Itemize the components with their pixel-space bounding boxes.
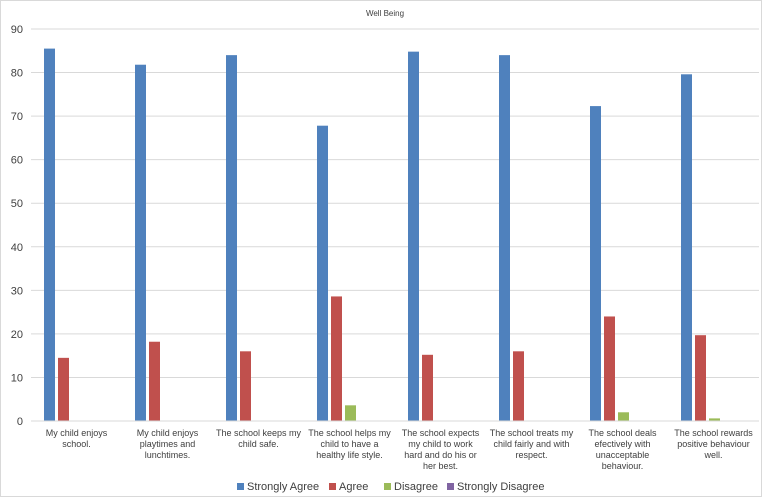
y-axis: 0 10 20 30 40 50 60 70 80 90 [11, 24, 23, 428]
legend-label: Disagree [394, 481, 438, 493]
legend-swatch [384, 483, 391, 490]
y-tick-label: 40 [11, 242, 23, 254]
bar-strongly-agree [317, 125, 328, 422]
chart-title: Well Being [366, 9, 404, 18]
category-label-line: efectively with [594, 439, 650, 449]
y-tick-label: 30 [11, 285, 23, 297]
category-label-line: The school rewards [674, 428, 753, 438]
bar-agree [240, 351, 251, 421]
category-label-line: lunchtimes. [145, 450, 191, 460]
category-label-line: child fairly and with [493, 439, 569, 449]
bar-strongly-agree [408, 51, 419, 421]
y-tick-label: 60 [11, 155, 23, 167]
category-label-line: playtimes and [140, 439, 196, 449]
category-label: My child enjoys school. [46, 428, 108, 449]
category-label-line: respect. [515, 450, 547, 460]
category-label-line: school. [62, 439, 91, 449]
category-label: The school helps my child to have a health… [308, 428, 391, 460]
category-label-line: My child enjoys [46, 428, 108, 438]
category-label-line: hard and do his or [404, 450, 477, 460]
bar-strongly-agree [44, 48, 55, 421]
bar-agree [58, 357, 69, 421]
y-tick-label: 0 [17, 416, 23, 428]
bar-agree [695, 335, 706, 421]
bar-agree [149, 341, 160, 421]
bar-agree [422, 354, 433, 421]
bar-agree [604, 316, 615, 421]
category-label-line: well. [703, 450, 722, 460]
bar-strongly-agree [135, 64, 146, 421]
y-tick-label: 20 [11, 329, 23, 341]
y-tick-label: 90 [11, 24, 23, 36]
bar-strongly-agree [590, 106, 601, 422]
category-label-line: child to have a [320, 439, 378, 449]
category-label: The school keeps my child safe. [216, 428, 302, 449]
legend-label: Strongly Disagree [457, 481, 544, 493]
category-label: The school expects my child to work hard a… [402, 428, 480, 471]
bar-agree [331, 296, 342, 421]
bars [44, 48, 720, 422]
category-label-line: The school treats my [490, 428, 574, 438]
bar-strongly-agree [499, 55, 510, 422]
category-label-line: my child to work [408, 439, 473, 449]
category-label: The school deals efectively with unaccepta… [588, 428, 657, 471]
category-label-line: The school keeps my [216, 428, 302, 438]
legend-label: Agree [339, 481, 368, 493]
category-label-line: child safe. [238, 439, 279, 449]
legend: Strongly Agree Agree Disagree Strongly Disa… [237, 481, 544, 493]
legend-swatch [237, 483, 244, 490]
legend-swatch [329, 483, 336, 490]
bar-disagree [709, 418, 720, 421]
y-tick-label: 70 [11, 111, 23, 123]
category-label-line: The school expects [402, 428, 480, 438]
category-label-line: her best. [423, 461, 458, 471]
category-label-line: The school deals [588, 428, 657, 438]
category-label: My child enjoys playtimes and lunchtimes. [137, 428, 199, 460]
bar-disagree [618, 412, 629, 421]
bar-disagree [345, 405, 356, 421]
category-label-line: My child enjoys [137, 428, 199, 438]
category-label-line: positive behaviour [677, 439, 750, 449]
legend-label: Strongly Agree [247, 481, 319, 493]
y-tick-label: 10 [11, 372, 23, 384]
bar-strongly-agree [226, 55, 237, 422]
y-tick-label: 50 [11, 198, 23, 210]
y-tick-label: 80 [11, 68, 23, 80]
x-axis: My child enjoys school.My child enjoys pla… [31, 420, 759, 471]
bar-strongly-agree [681, 74, 692, 421]
category-label: The school rewards positive behaviour well… [674, 428, 753, 460]
legend-swatch [447, 483, 454, 490]
category-label-line: healthy life style. [316, 450, 383, 460]
category-label-line: unacceptable [596, 450, 650, 460]
category-label-line: behaviour. [602, 461, 644, 471]
category-label: The school treats my child fairly and wit… [490, 428, 574, 460]
bar-agree [513, 351, 524, 421]
category-label-line: The school helps my [308, 428, 391, 438]
